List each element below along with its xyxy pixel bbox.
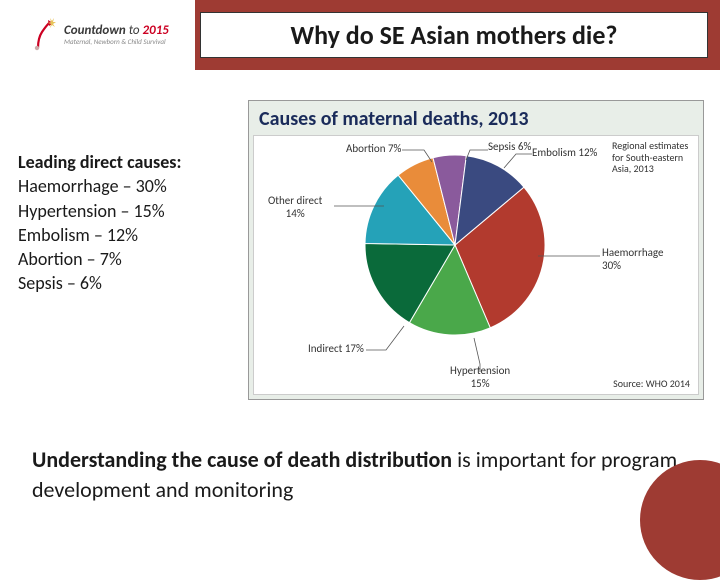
cause-item: Sepsis – 6% [18, 271, 181, 295]
countdown-logo-icon [32, 18, 58, 52]
chart-source: Source: WHO 2014 [613, 377, 690, 390]
footer-text: Understanding the cause of death distrib… [32, 445, 688, 504]
slide-title: Why do SE Asian mothers die? [291, 19, 618, 51]
cause-item: Embolism – 12% [18, 223, 181, 247]
pie-label-embolism: Embolism 12% [532, 146, 597, 159]
pie-label-sepsis: Sepsis 6% [488, 140, 531, 153]
leading-causes-list: Leading direct causes: Haemorrhage – 30%… [18, 150, 181, 296]
logo-text: Countdown to 2015 Maternal, Newborn & Ch… [64, 24, 169, 46]
pie-label-hyper: Hypertension 15% [450, 364, 510, 390]
cause-item: Hypertension – 15% [18, 199, 181, 223]
chart-inner: Sepsis 6% Embolism 12% Abortion 7% Other… [253, 135, 699, 395]
pie-label-abortion: Abortion 7% [346, 142, 401, 155]
cause-item: Haemorrhage – 30% [18, 174, 181, 198]
chart-panel: Causes of maternal deaths, 2013 Sepsis 6… [248, 100, 704, 400]
chart-title: Causes of maternal deaths, 2013 [249, 101, 703, 133]
pie-label-indirect: Indirect 17% [308, 342, 364, 355]
pie-label-other: Other direct 14% [268, 194, 322, 220]
cause-item: Abortion – 7% [18, 247, 181, 271]
regional-note: Regional estimates for South-eastern Asi… [612, 140, 688, 175]
logo-box: Countdown to 2015 Maternal, Newborn & Ch… [0, 0, 195, 70]
title-box: Why do SE Asian mothers die? [200, 12, 708, 58]
pie-label-haem: Haemorrhage 30% [602, 246, 663, 272]
causes-heading: Leading direct causes: [18, 150, 181, 174]
